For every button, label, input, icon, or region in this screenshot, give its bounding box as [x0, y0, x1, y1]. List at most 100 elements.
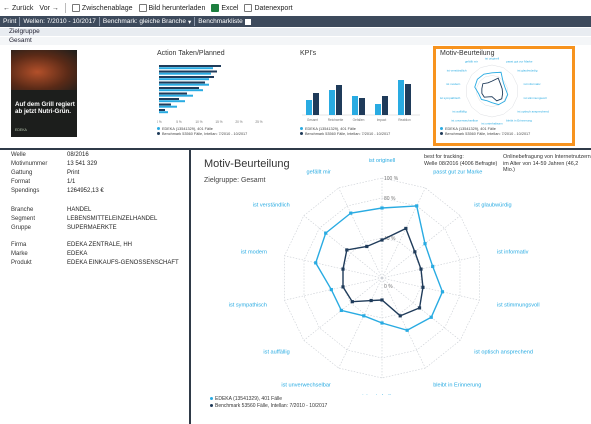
legend-dot	[210, 403, 213, 407]
radar-point	[341, 267, 345, 271]
radar-point	[380, 238, 384, 242]
clipboard-button[interactable]: Zwischenablage	[71, 4, 133, 12]
mini-radar-axis-label: ist glaubwürdig	[517, 69, 537, 73]
action-bar-edeka	[159, 83, 209, 86]
forward-label: Vor	[39, 4, 50, 12]
kpi-bar-benchmark	[382, 96, 388, 115]
survey-note: Onlinebefragung von Internetnutzern im A…	[503, 154, 591, 174]
info-key: Spendings	[11, 188, 40, 194]
info-row: Gruppe SUPERMAERKTE	[11, 225, 117, 231]
selected-tile-highlight	[433, 46, 575, 146]
tile-motiv[interactable]: Motiv-Beurteilung ist originell passt gut…	[440, 50, 570, 137]
legend-item: Benchmark 53560 Fälle, Intellan: 7/2010 …	[440, 132, 570, 137]
legend-dot	[210, 397, 213, 400]
kpi-group-label: Reichweite	[328, 118, 344, 122]
action-bar-benchmark	[159, 98, 179, 100]
info-value: Print	[67, 170, 80, 176]
survey-note-line: im Alter von 14-59 Jahren (46,2 Mio.)	[503, 160, 579, 174]
kpi-group-label: Gesamt	[307, 118, 318, 122]
main-chart-subtitle: Zielgruppe: Gesamt	[204, 177, 266, 184]
action-bar-benchmark	[159, 81, 205, 84]
radar-point	[421, 285, 425, 289]
download-image-button[interactable]: Bild herunterladen	[138, 4, 205, 12]
radar-point	[413, 250, 417, 254]
action-axis-tick: 10 %	[195, 120, 202, 124]
tracking-note-line: best for tracking:	[424, 154, 464, 160]
legend-dot	[300, 127, 303, 130]
mini-radar-axis-label: ist informativ	[524, 82, 541, 86]
radar-point	[440, 290, 445, 294]
radar-point	[314, 261, 318, 265]
radar-tick-label: 0 %	[384, 284, 393, 290]
radar-axis-label: ist auffällig	[263, 350, 289, 356]
info-row: Welle 08/2016	[11, 152, 89, 158]
filter-print[interactable]: Print	[3, 18, 16, 25]
chevron-down-icon: ▾	[188, 18, 192, 26]
action-bar-edeka	[159, 105, 177, 108]
radar-tick-label: 100 %	[384, 176, 399, 182]
ad-thumbnail[interactable]: Auf dem Grill regiert ab jetzt Nutri-Grü…	[11, 50, 77, 137]
radar-point	[405, 328, 409, 332]
action-bar-benchmark	[159, 65, 221, 67]
radar-spoke	[381, 277, 480, 301]
export-icon	[244, 4, 253, 12]
radar-point	[380, 298, 384, 302]
radar-point	[398, 314, 402, 318]
radar-axis-label: ist originell	[369, 158, 395, 164]
action-bar-edeka	[159, 94, 193, 97]
main-chart-title: Motiv-Beurteilung	[204, 158, 290, 170]
back-label: Zurück	[12, 4, 34, 12]
radar-point	[404, 226, 408, 231]
info-key: Motivnummer	[11, 161, 48, 167]
info-row: Motivnummer 13 541 329	[11, 161, 97, 167]
legend-item: EDEKA (13541329), 401 Fälle	[440, 127, 570, 132]
mini-radar-axis-label: ist sympathisch	[440, 96, 461, 100]
tile-kpi-legend: EDEKA (13541329), 401 Fälle Benchmark 53…	[300, 127, 425, 137]
info-row: Marke EDEKA	[11, 251, 87, 257]
action-axis-tick: 15 %	[215, 120, 222, 124]
radar-point	[349, 211, 353, 215]
tile-motiv-legend: EDEKA (13541329), 401 Fälle Benchmark 53…	[440, 127, 570, 137]
radar-grid-ring	[303, 197, 461, 359]
tile-kpi[interactable]: KPI's Gesamt Reichweite Gefallen Impact Reak…	[300, 50, 425, 137]
action-bar-benchmark	[159, 70, 217, 73]
action-axis-tick: 20 %	[235, 120, 242, 124]
legend-dot	[157, 132, 160, 135]
filter-period[interactable]: Wellen: 7/2010 - 10/2017	[23, 18, 96, 25]
mini-radar-ring	[466, 64, 518, 118]
radar-axis-label: bleibt in Erinnerung	[433, 382, 481, 388]
info-key: Segment	[11, 216, 36, 222]
back-button[interactable]: ← Zurück	[3, 5, 33, 12]
tile-action-taken[interactable]: Action Taken/Planned 0 % 5 % 10 % 15 % 20 % 2…	[156, 50, 267, 137]
benchmark-list-checkbox[interactable]	[244, 18, 251, 25]
radar-point	[345, 248, 349, 252]
excel-button[interactable]: Excel	[211, 4, 238, 12]
kpi-bar-edeka	[398, 80, 404, 115]
radar-axis-label: ist unterhaltsam	[362, 394, 402, 395]
action-bar-benchmark	[159, 87, 199, 89]
radar-point	[431, 264, 435, 269]
radar-axis-label: ist informativ	[497, 250, 529, 256]
radar-point	[415, 204, 419, 208]
legend-dot	[440, 132, 443, 135]
toolbar: ← Zurück Vor → Zwischenablage Bild herunte…	[0, 0, 591, 16]
arrow-left-icon: ←	[3, 4, 10, 12]
action-bar-edeka	[159, 78, 209, 81]
legend-item: Benchmark 53560 Fälle, Intellan: 7/2010 …	[157, 132, 267, 137]
data-export-button[interactable]: Datenexport	[244, 4, 293, 12]
excel-label: Excel	[221, 4, 239, 12]
forward-button[interactable]: Vor →	[39, 5, 59, 12]
mini-radar-axis-label: ist verständlich	[447, 69, 467, 73]
tracking-note-line: Welle 08/2016 (4006 Befragte)	[424, 160, 498, 167]
mini-radar-axis-label: ist optisch ansprechend	[517, 109, 549, 113]
info-row: Firma EDEKA ZENTRALE, HH	[11, 242, 132, 248]
radar-point	[419, 267, 423, 271]
radar-axis-label: ist glaubwürdig	[474, 202, 511, 208]
filter-benchmark-list[interactable]: Benchmarkliste	[198, 18, 251, 25]
info-key: Gruppe	[11, 225, 32, 231]
radar-axis-label: ist unverwechselbar	[281, 382, 331, 388]
filter-print-label: Print	[3, 18, 17, 25]
action-axis-tick: 0 %	[157, 120, 162, 124]
filter-benchmark-dropdown[interactable]: Benchmark: gleiche Branche ▾	[103, 18, 191, 26]
mini-radar-axis-label: ist modern	[446, 82, 460, 86]
